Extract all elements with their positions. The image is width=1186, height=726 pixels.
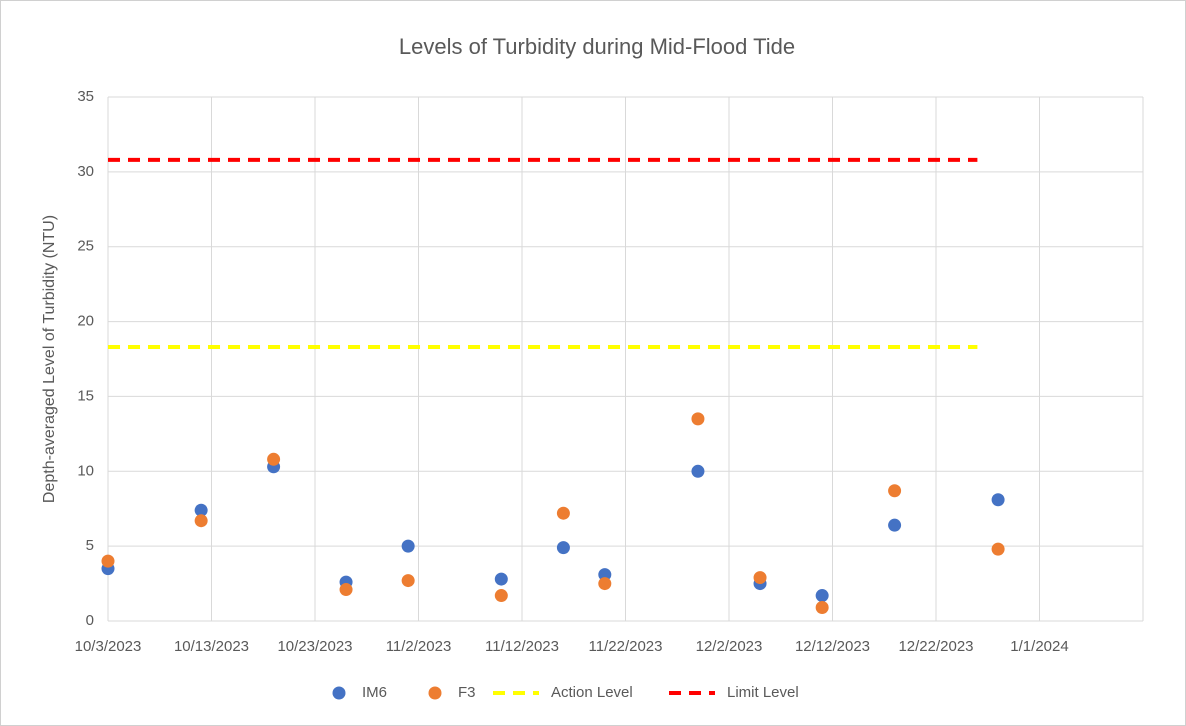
x-tick-label: 1/1/2024: [1010, 638, 1068, 655]
data-point: [339, 583, 353, 597]
legend-label: F3: [458, 684, 476, 701]
data-point: [194, 514, 208, 528]
legend-swatch: [428, 686, 442, 700]
y-tick-label: 25: [77, 238, 94, 255]
data-point: [267, 452, 281, 466]
data-point: [598, 577, 612, 591]
data-point: [494, 589, 508, 603]
x-tick-label: 10/13/2023: [174, 638, 249, 655]
data-point: [494, 572, 508, 586]
x-tick-label: 12/22/2023: [898, 638, 973, 655]
y-tick-label: 20: [77, 313, 94, 330]
y-tick-label: 5: [86, 537, 94, 554]
x-tick-label: 10/23/2023: [277, 638, 352, 655]
x-tick-label: 12/12/2023: [795, 638, 870, 655]
data-point: [101, 554, 115, 568]
y-axis-label: Depth-averaged Level of Turbidity (NTU): [41, 215, 58, 503]
x-tick-label: 11/12/2023: [485, 638, 559, 655]
x-tick-label: 11/22/2023: [589, 638, 663, 655]
legend-label: Action Level: [551, 684, 633, 701]
data-point: [691, 464, 705, 478]
legend-label: IM6: [362, 684, 387, 701]
data-point: [815, 589, 829, 603]
data-point: [991, 542, 1005, 556]
y-tick-label: 30: [77, 163, 94, 180]
data-point: [815, 601, 829, 615]
data-point: [556, 506, 570, 520]
x-tick-label: 11/2/2023: [386, 638, 452, 655]
chart-title: Levels of Turbidity during Mid-Flood Tid…: [399, 34, 795, 59]
data-point: [888, 518, 902, 532]
y-tick-label: 15: [77, 387, 94, 404]
legend-label: Limit Level: [727, 684, 799, 701]
data-point: [401, 539, 415, 553]
y-tick-label: 35: [77, 88, 94, 105]
data-point: [401, 574, 415, 588]
data-point: [691, 412, 705, 426]
y-tick-label: 0: [86, 612, 94, 629]
y-tick-label: 10: [77, 462, 94, 479]
x-tick-label: 10/3/2023: [75, 638, 142, 655]
data-point: [194, 503, 208, 517]
data-point: [888, 484, 902, 498]
data-point: [598, 568, 612, 582]
x-tick-label: 12/2/2023: [696, 638, 763, 655]
legend-swatch: [332, 686, 346, 700]
data-point: [753, 571, 767, 585]
data-point: [556, 541, 570, 555]
data-point: [991, 493, 1005, 507]
